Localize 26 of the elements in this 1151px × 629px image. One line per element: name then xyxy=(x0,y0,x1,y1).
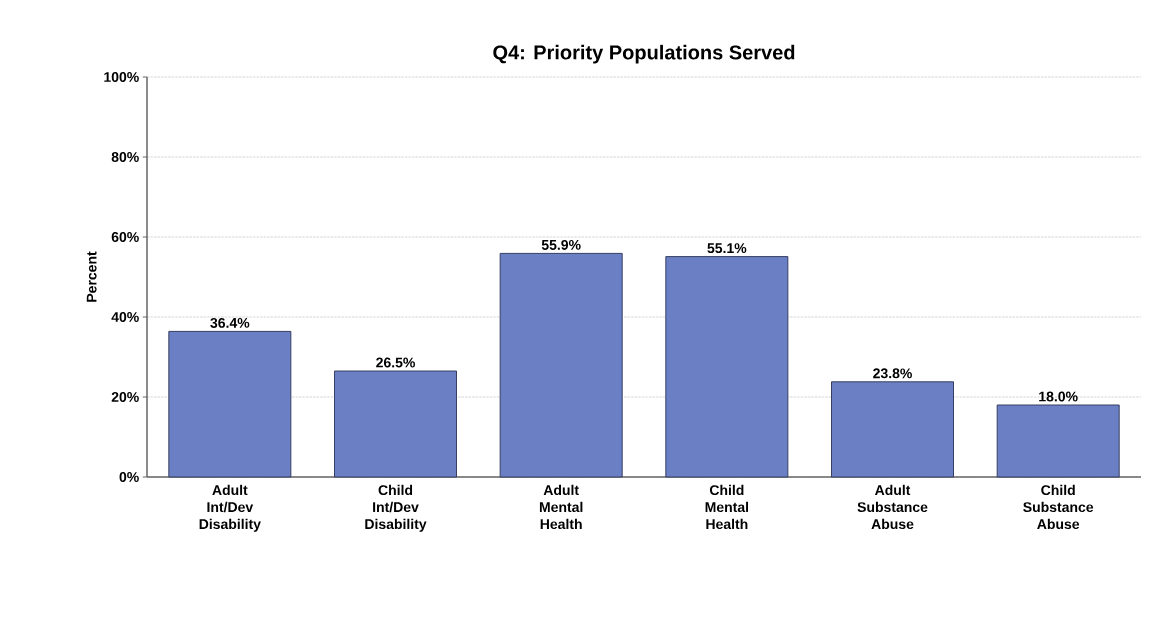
data-label: 26.5% xyxy=(376,357,415,368)
y-tick-label: 40% xyxy=(111,312,139,322)
data-label: 18.0% xyxy=(1039,391,1078,402)
y-tick-label: 0% xyxy=(119,472,139,482)
x-tick-label: Child Int/Dev Disability xyxy=(365,484,427,532)
x-tick-label: Child Mental Health xyxy=(705,484,749,530)
x-tick-label: Adult Substance Abuse xyxy=(857,484,928,530)
x-tick-label: Adult Mental Health xyxy=(539,484,583,530)
y-tick-label: 60% xyxy=(111,232,139,242)
chart-title: Q4: Priority Populations Served xyxy=(493,44,795,64)
bar xyxy=(665,256,789,478)
bar xyxy=(996,404,1120,478)
bar xyxy=(499,252,623,478)
bar xyxy=(334,370,457,478)
x-tick-label: Child Substance Abuse xyxy=(1023,484,1094,530)
data-label: 23.8% xyxy=(873,368,912,379)
y-axis-title: Percent xyxy=(86,251,97,302)
data-label: 36.4% xyxy=(210,317,250,328)
y-tick-label: 80% xyxy=(111,152,139,162)
x-tick-label: Adult Int/Dev Disability xyxy=(199,484,261,532)
data-label: 55.9% xyxy=(541,239,581,250)
y-tick-label: 20% xyxy=(111,392,139,402)
y-tick-label: 100% xyxy=(104,72,139,82)
bar xyxy=(831,381,955,478)
data-label: 55.1% xyxy=(707,243,747,254)
bar xyxy=(168,330,292,478)
